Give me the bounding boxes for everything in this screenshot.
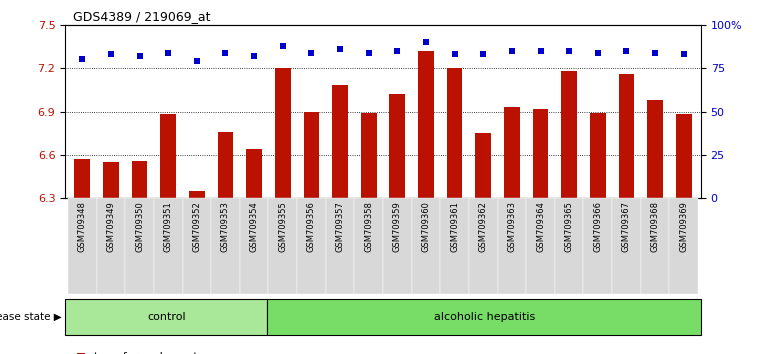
Text: GSM709350: GSM709350 <box>135 201 144 252</box>
Bar <box>418 51 434 198</box>
Bar <box>65 299 267 335</box>
Point <box>591 50 604 55</box>
Bar <box>126 198 154 294</box>
Bar <box>676 114 692 198</box>
Text: GSM709349: GSM709349 <box>106 201 116 252</box>
Bar <box>590 113 606 198</box>
Bar <box>584 198 612 294</box>
Bar <box>498 198 526 294</box>
Text: GSM709351: GSM709351 <box>164 201 172 252</box>
Text: GSM709348: GSM709348 <box>78 201 87 252</box>
Bar <box>361 113 377 198</box>
Bar <box>440 198 469 294</box>
Text: GSM709361: GSM709361 <box>450 201 459 252</box>
Bar <box>103 162 119 198</box>
Bar <box>555 198 584 294</box>
Bar <box>532 109 548 198</box>
Text: GSM709367: GSM709367 <box>622 201 631 252</box>
Bar <box>669 198 698 294</box>
Bar <box>647 100 663 198</box>
Text: GSM709365: GSM709365 <box>565 201 574 252</box>
Bar <box>612 198 640 294</box>
Point <box>133 53 146 59</box>
Text: GSM709368: GSM709368 <box>650 201 660 252</box>
Bar <box>246 149 262 198</box>
Point <box>162 50 175 55</box>
Point <box>535 48 547 53</box>
Bar <box>332 85 348 198</box>
Bar <box>303 112 319 198</box>
Point <box>105 51 117 57</box>
Bar <box>389 94 405 198</box>
Point <box>191 58 203 64</box>
Text: GSM709357: GSM709357 <box>336 201 345 252</box>
Bar <box>476 133 491 198</box>
Bar <box>74 159 90 198</box>
Text: GDS4389 / 219069_at: GDS4389 / 219069_at <box>73 10 211 23</box>
Text: transformed count: transformed count <box>93 353 198 354</box>
Bar <box>268 198 297 294</box>
Bar <box>561 71 577 198</box>
Bar <box>326 198 355 294</box>
Bar <box>297 198 326 294</box>
Bar <box>240 198 268 294</box>
Text: GSM709355: GSM709355 <box>278 201 287 252</box>
Bar <box>447 68 463 198</box>
Point <box>620 48 633 53</box>
Bar <box>97 198 126 294</box>
Point <box>248 53 260 59</box>
Point <box>277 43 289 48</box>
Bar <box>504 107 520 198</box>
Bar <box>68 198 97 294</box>
Text: GSM709360: GSM709360 <box>421 201 430 252</box>
Text: GSM709356: GSM709356 <box>307 201 316 252</box>
Bar <box>132 161 147 198</box>
Point <box>362 50 375 55</box>
Bar <box>526 198 555 294</box>
Bar <box>154 198 182 294</box>
Point <box>506 48 518 53</box>
Bar <box>469 198 498 294</box>
Bar <box>182 198 211 294</box>
Bar <box>411 198 440 294</box>
Point <box>306 50 318 55</box>
Bar <box>189 191 205 198</box>
Text: GSM709359: GSM709359 <box>393 201 402 252</box>
Text: GSM709364: GSM709364 <box>536 201 545 252</box>
Text: GSM709354: GSM709354 <box>250 201 259 252</box>
Text: GSM709358: GSM709358 <box>364 201 373 252</box>
Point <box>477 51 489 57</box>
Bar <box>275 68 290 198</box>
Bar <box>640 198 669 294</box>
Text: alcoholic hepatitis: alcoholic hepatitis <box>434 312 535 322</box>
Text: GSM709352: GSM709352 <box>192 201 201 252</box>
Text: disease state ▶: disease state ▶ <box>0 312 61 322</box>
Point <box>219 50 231 55</box>
Text: GSM709366: GSM709366 <box>594 201 602 252</box>
Bar <box>267 299 701 335</box>
Point <box>76 57 88 62</box>
Point <box>334 46 346 52</box>
Bar <box>619 74 634 198</box>
Bar <box>355 198 383 294</box>
Bar <box>211 198 240 294</box>
Point <box>448 51 460 57</box>
Text: GSM709363: GSM709363 <box>507 201 516 252</box>
Text: GSM709362: GSM709362 <box>479 201 488 252</box>
Point <box>649 50 661 55</box>
Point <box>678 51 690 57</box>
Bar <box>160 114 176 198</box>
Text: control: control <box>147 312 185 322</box>
Point <box>420 39 432 45</box>
Bar <box>218 132 234 198</box>
Bar <box>383 198 411 294</box>
Text: GSM709353: GSM709353 <box>221 201 230 252</box>
Text: GSM709369: GSM709369 <box>679 201 688 252</box>
Point <box>391 48 404 53</box>
Point <box>563 48 575 53</box>
